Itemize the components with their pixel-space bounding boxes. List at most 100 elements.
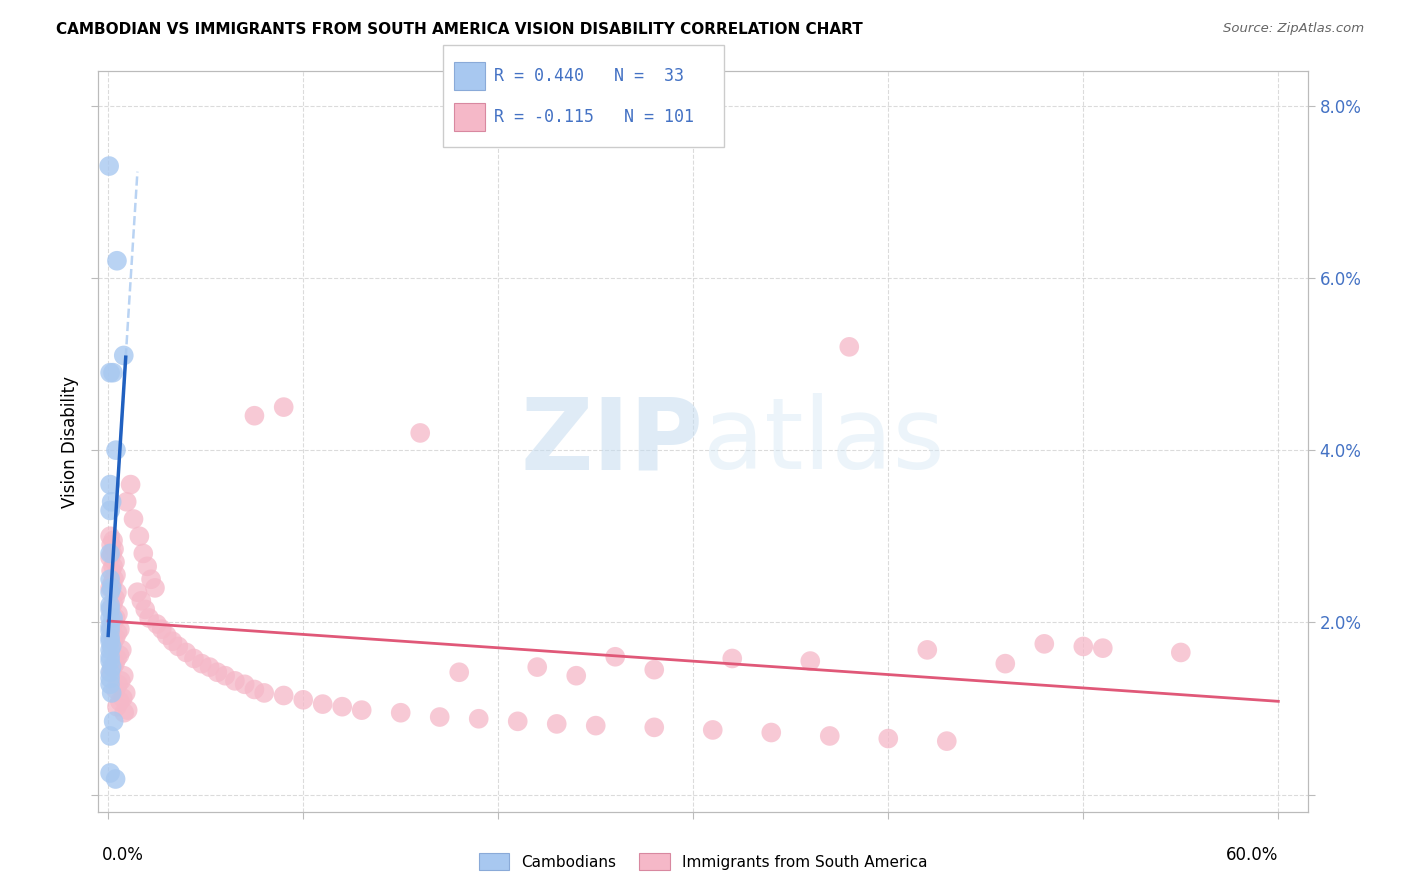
Text: ZIP: ZIP: [520, 393, 703, 490]
Point: [104, 657, 127, 671]
Point: [273, 689, 295, 703]
Point: [114, 686, 136, 700]
Point: [108, 622, 131, 636]
Point: [98, 159, 121, 173]
Y-axis label: Vision Disability: Vision Disability: [60, 376, 79, 508]
Point: [100, 620, 122, 634]
Point: [761, 725, 783, 739]
Point: [111, 691, 134, 706]
Point: [818, 729, 841, 743]
Point: [100, 665, 122, 680]
Text: CAMBODIAN VS IMMIGRANTS FROM SOUTH AMERICA VISION DISABILITY CORRELATION CHART: CAMBODIAN VS IMMIGRANTS FROM SOUTH AMERI…: [56, 22, 863, 37]
Point: [994, 657, 1017, 671]
Point: [108, 694, 131, 708]
Point: [100, 640, 122, 654]
Point: [146, 617, 169, 632]
Point: [605, 649, 627, 664]
Point: [98, 602, 121, 616]
Point: [105, 699, 128, 714]
Point: [253, 686, 276, 700]
Point: [98, 729, 121, 743]
Point: [191, 657, 214, 671]
Point: [449, 665, 471, 680]
Point: [183, 651, 205, 665]
Point: [105, 253, 128, 268]
Point: [174, 645, 197, 659]
Point: [98, 503, 121, 517]
Point: [702, 723, 724, 737]
Point: [526, 660, 548, 674]
Point: [100, 686, 122, 700]
Point: [98, 598, 121, 612]
Point: [112, 669, 135, 683]
Point: [98, 611, 121, 625]
Text: R = 0.440   N =  33: R = 0.440 N = 33: [494, 67, 683, 85]
Point: [98, 550, 121, 565]
Point: [409, 425, 432, 440]
Point: [107, 677, 129, 691]
Point: [98, 624, 121, 638]
Point: [467, 712, 489, 726]
Point: [98, 654, 121, 668]
Point: [104, 443, 127, 458]
Point: [105, 585, 128, 599]
Point: [112, 706, 135, 720]
Text: 60.0%: 60.0%: [1226, 847, 1278, 864]
Point: [312, 697, 335, 711]
Point: [134, 602, 156, 616]
Point: [273, 400, 295, 414]
Point: [138, 611, 160, 625]
Point: [330, 699, 353, 714]
Point: [167, 640, 190, 654]
Point: [98, 677, 121, 691]
Point: [243, 682, 266, 697]
Point: [98, 366, 121, 380]
Point: [104, 772, 127, 786]
Point: [838, 340, 860, 354]
Point: [162, 634, 184, 648]
Point: [1071, 640, 1094, 654]
Point: [101, 533, 124, 548]
Point: [104, 568, 127, 582]
Point: [98, 581, 121, 595]
Point: [120, 477, 142, 491]
Point: [100, 495, 122, 509]
Point: [107, 607, 129, 621]
Point: [1091, 641, 1114, 656]
Point: [104, 682, 127, 697]
Point: [103, 615, 125, 630]
Point: [156, 628, 179, 642]
Point: [98, 546, 121, 560]
Point: [100, 602, 122, 616]
Text: atlas: atlas: [703, 393, 945, 490]
Point: [98, 529, 121, 543]
Point: [98, 643, 121, 657]
Point: [128, 529, 150, 543]
Point: [98, 477, 121, 491]
Point: [224, 673, 246, 688]
Text: Source: ZipAtlas.com: Source: ZipAtlas.com: [1223, 22, 1364, 36]
Text: R = -0.115   N = 101: R = -0.115 N = 101: [494, 108, 693, 126]
Point: [127, 585, 149, 599]
Point: [101, 596, 124, 610]
Point: [131, 594, 153, 608]
Point: [214, 669, 236, 683]
Point: [100, 660, 122, 674]
Point: [103, 714, 125, 729]
Point: [104, 555, 127, 569]
Point: [98, 671, 121, 685]
Legend: Cambodians, Immigrants from South America: Cambodians, Immigrants from South Americ…: [471, 846, 935, 878]
Point: [643, 663, 665, 677]
Point: [721, 651, 744, 665]
Point: [115, 495, 138, 509]
Point: [935, 734, 957, 748]
Point: [108, 648, 131, 662]
Point: [111, 643, 134, 657]
Point: [389, 706, 412, 720]
Point: [506, 714, 529, 729]
Point: [917, 643, 939, 657]
Point: [429, 710, 451, 724]
Point: [98, 620, 121, 634]
Point: [585, 718, 607, 732]
Text: 0.0%: 0.0%: [103, 847, 145, 864]
